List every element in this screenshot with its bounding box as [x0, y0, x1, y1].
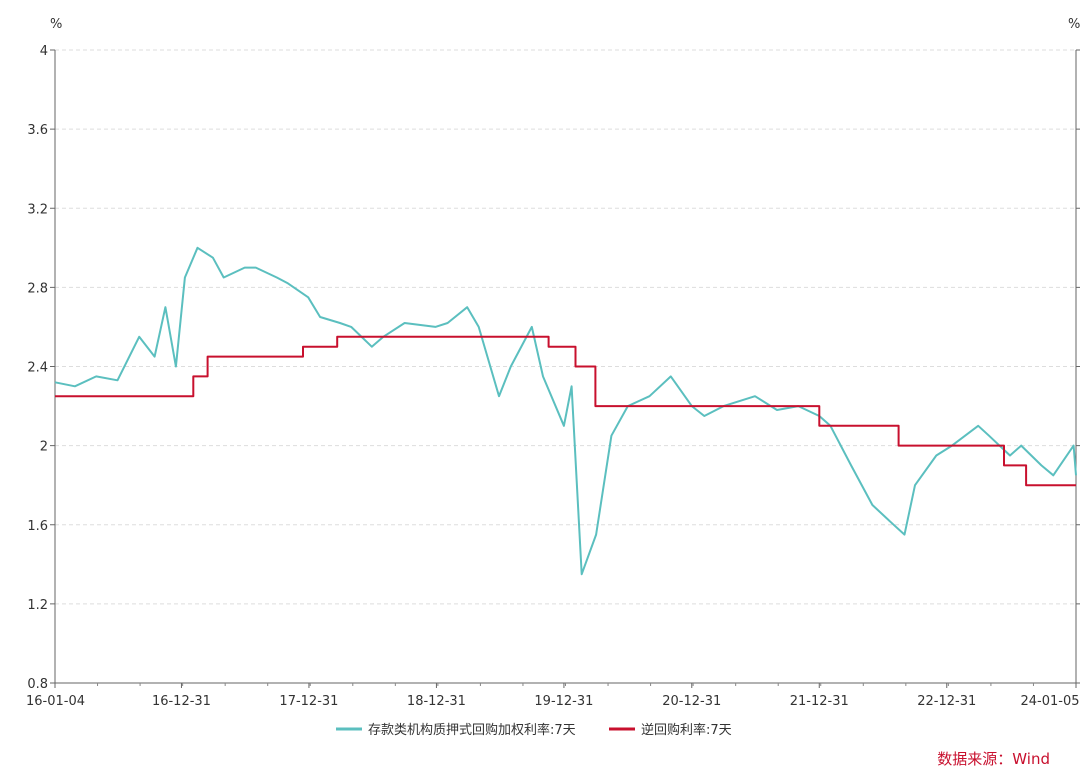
x-ticks: 16-01-04 16-12-31 17-12-31 18-12-31 19-12-31…	[26, 683, 1080, 709]
source-note: 数据来源：Wind	[937, 750, 1050, 768]
x-tick-label: 17-12-31	[279, 694, 338, 709]
x-tick-label: 16-01-04	[26, 694, 85, 709]
y-unit-right: %	[1068, 17, 1080, 32]
x-tick-label: 24-01-05	[1020, 694, 1079, 709]
y-tick-label: 2.4	[27, 361, 48, 376]
y-tick-label: 2.8	[27, 281, 48, 296]
legend-label-deposit-repo-rate: 存款类机构质押式回购加权利率:7天	[368, 722, 576, 738]
y-tick-label: 1.2	[27, 598, 48, 613]
y-tick-label: 3.6	[27, 123, 48, 138]
y-tick-label: 0.8	[27, 677, 48, 692]
x-tick-label: 16-12-31	[152, 694, 211, 709]
legend: 存款类机构质押式回购加权利率:7天 逆回购利率:7天	[336, 722, 732, 738]
x-tick-label: 18-12-31	[407, 694, 466, 709]
legend-label-reverse-repo-rate: 逆回购利率:7天	[641, 722, 732, 738]
series-group	[54, 246, 1077, 576]
x-tick-label: 22-12-31	[917, 694, 976, 709]
series-line-deposit-repo-rate	[54, 246, 1077, 576]
axes: % %	[50, 17, 1080, 684]
x-tick-label: 20-12-31	[662, 694, 721, 709]
y-ticks: 0.8 1.2 1.6 2 2.4 2.8 3.2 3.6 4	[27, 44, 1080, 692]
y-tick-label: 4	[40, 44, 48, 59]
y-unit-left: %	[50, 17, 62, 32]
x-tick-label: 21-12-31	[790, 694, 849, 709]
y-tick-label: 2	[40, 440, 48, 455]
y-tick-label: 1.6	[27, 519, 48, 534]
y-tick-label: 3.2	[27, 202, 48, 217]
series-line-reverse-repo-rate	[55, 335, 1076, 487]
x-tick-label: 19-12-31	[534, 694, 593, 709]
grid-lines	[55, 49, 1076, 605]
